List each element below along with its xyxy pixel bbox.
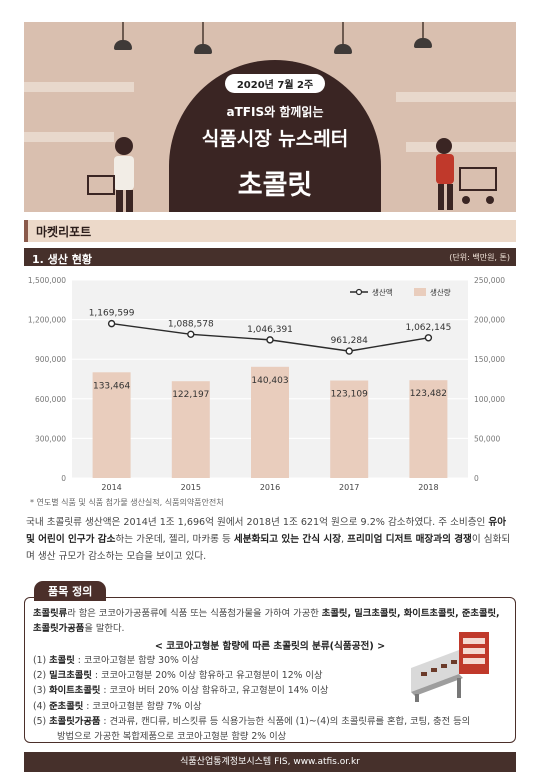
pendant-lamp-icon xyxy=(414,38,432,48)
cart-shopper-illustration-icon xyxy=(436,138,497,210)
bar-data-label: 122,197 xyxy=(172,390,209,400)
left-shelf-lower xyxy=(24,132,114,142)
line-point xyxy=(266,336,274,344)
x-tick-label: 2015 xyxy=(181,483,201,492)
line-data-label: 1,062,145 xyxy=(405,323,451,333)
chocolate-factory-machine-icon xyxy=(411,632,489,702)
bar xyxy=(409,380,448,478)
left-tick-label: 900,000 xyxy=(35,355,66,364)
right-tick-label: 100,000 xyxy=(474,395,505,404)
bar xyxy=(330,380,369,478)
bar-data-label: 123,482 xyxy=(410,389,447,399)
left-tick-label: 1,500,000 xyxy=(28,276,66,285)
banner-title: 식품시장 뉴스레터 xyxy=(201,128,349,150)
bar xyxy=(251,366,289,478)
x-tick-label: 2018 xyxy=(418,483,438,492)
classification-list: (1) 초콜릿 : 코코아고형분 함량 30% 이상 (2) 밀크초콜릿 : 코코… xyxy=(33,653,507,744)
left-shelf xyxy=(24,82,134,92)
x-tick-label: 2016 xyxy=(260,483,280,492)
subsection-header: 1. 생산 현황 (단위: 백만원, 톤) xyxy=(24,248,516,266)
left-tick-label: 0 xyxy=(61,474,66,483)
left-tick-label: 1,200,000 xyxy=(28,316,66,325)
classification-item-continued: 방법으로 가공한 복합제품으로 코코아고형분 함량 2% 이상 xyxy=(57,731,287,743)
legend-label: 생산량 xyxy=(430,287,451,297)
issue-date: 2020년 7월 2주 xyxy=(224,74,326,93)
subsection-title: 1. 생산 현황 xyxy=(32,253,92,266)
pendant-lamp-icon xyxy=(114,40,132,50)
definition-text: 초콜릿류라 함은 코코아가공품류에 식품 또는 식품첨가물을 가하여 가공한 초… xyxy=(33,608,500,634)
line-point xyxy=(107,319,116,328)
x-tick-label: 2014 xyxy=(101,483,121,492)
classification-item: (5) 초콜릿가공품 : 견과류, 캔디류, 비스킷류 등 식용가능한 식품에 … xyxy=(33,715,471,727)
left-tick-label: 300,000 xyxy=(35,434,66,443)
classification-item: (4) 준초콜릿 : 코코아고형분 함량 7% 이상 xyxy=(33,700,202,712)
right-tick-label: 200,000 xyxy=(474,316,505,325)
definition-box: 초콜릿류라 함은 코코아가공품류에 식품 또는 식품첨가물을 가하여 가공한 초… xyxy=(24,597,516,743)
production-chart: 0 0 300,000 50,000 600,000 100,000 900,000 150,… xyxy=(28,276,505,492)
right-tick-label: 50,000 xyxy=(474,434,500,443)
bar-data-label: 133,464 xyxy=(93,381,130,391)
right-shelf-lower xyxy=(406,142,516,152)
footer: 식품산업통계정보시스템 FIS, www.atfis.or.kr xyxy=(24,752,516,772)
legend-label: 생산액 xyxy=(372,287,393,297)
line-data-label: 1,046,391 xyxy=(247,325,293,335)
banner-subtitle: aTFIS와 함께읽는 xyxy=(226,105,324,119)
classification-item: (2) 밀크초콜릿 : 코코아고형분 20% 이상 함유하고 유고형분이 12%… xyxy=(33,670,323,682)
header-banner: 2020년 7월 2주 aTFIS와 함께읽는 식품시장 뉴스레터 초콜릿 xyxy=(24,22,516,212)
legend-line-marker xyxy=(355,288,363,296)
line-point xyxy=(345,347,353,355)
classification-item: (3) 화이트초콜릿 : 코코아 버터 20% 이상 함유하고, 유고형분이 1… xyxy=(33,685,329,697)
right-shelf xyxy=(396,92,516,102)
right-tick-label: 150,000 xyxy=(474,355,505,364)
title-card: 2020년 7월 2주 aTFIS와 함께읽는 식품시장 뉴스레터 초콜릿 xyxy=(169,60,381,212)
line-data-label: 961,284 xyxy=(331,336,368,346)
bar xyxy=(171,381,210,478)
bar-data-label: 140,403 xyxy=(251,376,288,386)
line-point xyxy=(187,330,195,339)
banner-item: 초콜릿 xyxy=(237,170,313,201)
unit-label: (단위: 백만원, 톤) xyxy=(449,253,510,262)
bar xyxy=(92,372,131,478)
right-tick-label: 250,000 xyxy=(474,276,505,285)
bar-data-label: 123,109 xyxy=(331,389,368,399)
definition-tab: 품목 정의 xyxy=(34,581,107,601)
shopper-illustration-icon xyxy=(87,137,134,212)
pendant-lamp-icon xyxy=(194,44,212,54)
line-data-label: 1,088,578 xyxy=(168,319,214,329)
line-point xyxy=(424,334,433,342)
chart-source-note: * 연도별 식품 및 식품 첨가물 생산실적, 식품의약품안전처 xyxy=(30,498,224,507)
classification-title: < 코코아고형분 함량에 따른 초콜릿의 분류(식품공전) > xyxy=(154,641,386,652)
line-data-label: 1,169,599 xyxy=(89,309,135,319)
right-tick-label: 0 xyxy=(474,474,479,483)
section-header: 마켓리포트 xyxy=(24,220,516,242)
left-tick-label: 600,000 xyxy=(35,395,66,404)
pendant-lamp-icon xyxy=(334,44,352,54)
classification-item: (1) 초콜릿 : 코코아고형분 함량 30% 이상 xyxy=(33,655,199,666)
section-title: 마켓리포트 xyxy=(36,225,92,239)
summary-paragraph: 국내 초콜릿류 생산액은 2014년 1조 1,696억 원에서 2018년 1… xyxy=(26,517,511,562)
legend-bar-swatch xyxy=(414,288,426,296)
x-tick-label: 2017 xyxy=(339,483,359,492)
